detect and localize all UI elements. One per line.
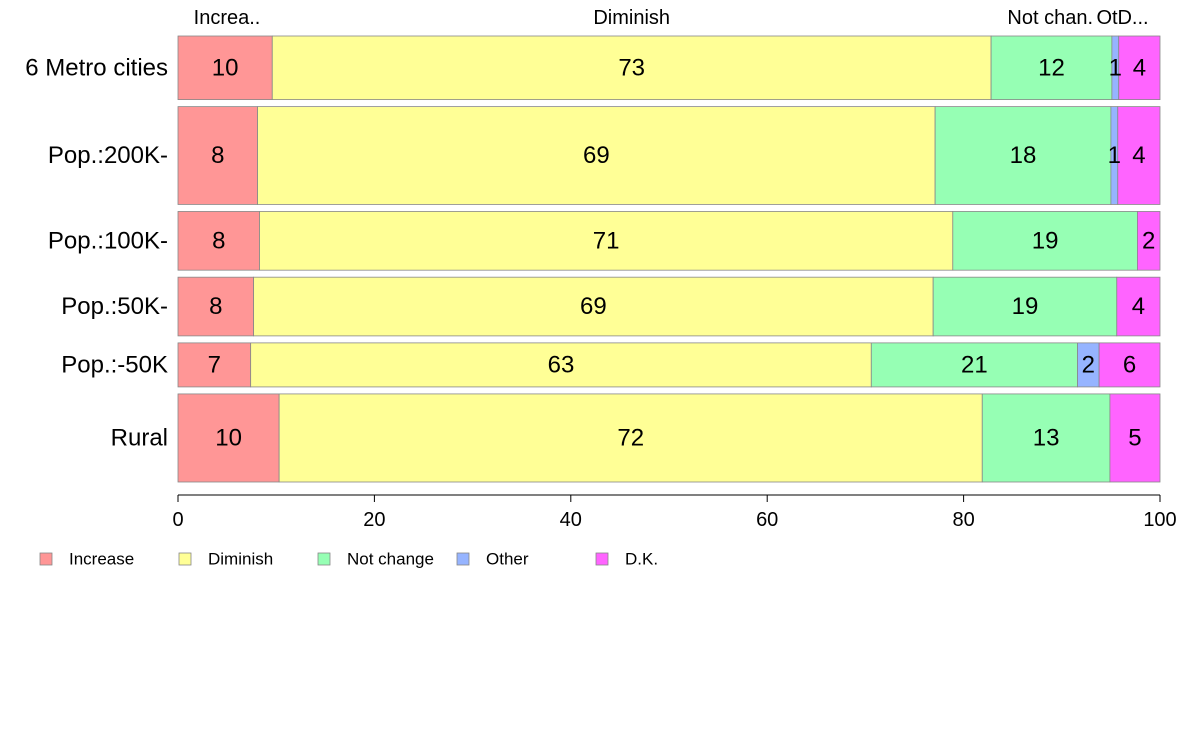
- bar-segment: [278, 393, 983, 483]
- x-tick-label: 80: [952, 509, 974, 531]
- bar-segment: [1109, 393, 1161, 483]
- bar-segment: [177, 106, 258, 205]
- legend-label: Other: [486, 550, 529, 569]
- segment-value-label: 8: [212, 227, 225, 254]
- bar-segment: [250, 342, 872, 388]
- bar-segment: [177, 276, 255, 337]
- row-label: Pop.:100K-: [48, 227, 168, 254]
- segment-value-label: 6: [1123, 351, 1136, 378]
- row-label: Rural: [111, 424, 168, 451]
- segment-value-label: 10: [212, 54, 239, 81]
- segment-value-label: 4: [1133, 54, 1146, 81]
- segment-value-label: 1: [1108, 142, 1121, 169]
- segment-value-label: 73: [618, 54, 645, 81]
- x-tick-label: 60: [756, 509, 778, 531]
- segment-value-label: 12: [1038, 54, 1065, 81]
- top-category-labels: Increa.. Diminish Not chan. Ot D...: [194, 7, 1149, 29]
- segment-value-label: 2: [1082, 351, 1095, 378]
- legend-swatch: [456, 552, 470, 566]
- segment-value-label: 19: [1012, 293, 1039, 320]
- bar-segment: [952, 211, 1138, 271]
- x-tick-label: 100: [1143, 509, 1176, 531]
- bar-segment: [177, 393, 280, 483]
- bar-segment: [259, 211, 954, 271]
- row-label: Pop.:50K-: [61, 293, 168, 320]
- top-category-label: Ot: [1096, 7, 1118, 29]
- segment-value-label: 21: [961, 351, 988, 378]
- segment-value-label: 8: [209, 293, 222, 320]
- legend: Increase Diminish Not change Other D.K.: [39, 550, 658, 569]
- segment-value-label: 4: [1132, 142, 1145, 169]
- bar-segment: [1137, 211, 1161, 271]
- bar-segment: [1118, 35, 1161, 101]
- segment-value-label: 69: [583, 142, 610, 169]
- bar-segment: [934, 106, 1112, 205]
- segment-value-label: 13: [1033, 424, 1060, 451]
- segment-value-label: 71: [593, 227, 620, 254]
- row-label: 6 Metro cities: [25, 54, 168, 81]
- x-tick-label: 0: [172, 509, 183, 531]
- x-axis: 0 20 40 60 80 100: [172, 494, 1177, 531]
- bar-segment: [981, 393, 1111, 483]
- legend-label: Increase: [69, 550, 134, 569]
- bar-segment: [1098, 342, 1161, 388]
- bar-segment: [177, 342, 252, 388]
- segment-labels: 10 73 12 1 48 69 18 1 48 71 19 28 69 19 47 63 21 2 610 72 13…: [208, 54, 1156, 451]
- bar-segment: [253, 276, 934, 337]
- segment-value-label: 10: [215, 424, 242, 451]
- top-category-label: Diminish: [593, 7, 670, 29]
- legend-label: Not change: [347, 550, 434, 569]
- bar-segment: [257, 106, 936, 205]
- bar-segment: [1117, 106, 1161, 205]
- segment-value-label: 7: [208, 351, 221, 378]
- bar-segment: [177, 35, 273, 101]
- legend-swatch: [595, 552, 609, 566]
- bar-segment: [177, 211, 260, 271]
- segment-value-label: 8: [211, 142, 224, 169]
- segment-value-label: 63: [548, 351, 575, 378]
- row-label: Pop.:-50K: [61, 351, 168, 378]
- bars: [177, 35, 1161, 483]
- bar-segment: [990, 35, 1113, 101]
- bar-segment: [271, 35, 992, 101]
- legend-swatch: [178, 552, 192, 566]
- row-labels: 6 Metro cities Pop.:200K- Pop.:100K- Pop.:5…: [25, 54, 168, 451]
- segment-value-label: 69: [580, 293, 607, 320]
- segment-value-label: 19: [1032, 227, 1059, 254]
- segment-value-label: 1: [1109, 54, 1122, 81]
- segment-value-label: 72: [617, 424, 644, 451]
- segment-value-label: 4: [1132, 293, 1145, 320]
- segment-value-label: 18: [1010, 142, 1037, 169]
- top-category-label: Increa..: [194, 7, 261, 29]
- segment-value-label: 2: [1142, 227, 1155, 254]
- legend-label: D.K.: [625, 550, 658, 569]
- bar-segment: [932, 276, 1118, 337]
- legend-label: Diminish: [208, 550, 273, 569]
- top-category-label: D...: [1117, 7, 1148, 29]
- top-category-label: Not chan.: [1007, 7, 1093, 29]
- x-tick-label: 40: [560, 509, 582, 531]
- legend-swatch: [317, 552, 331, 566]
- bar-segment: [1116, 276, 1161, 337]
- segment-value-label: 5: [1128, 424, 1141, 451]
- row-label: Pop.:200K-: [48, 142, 168, 169]
- x-tick-label: 20: [363, 509, 385, 531]
- legend-swatch: [39, 552, 53, 566]
